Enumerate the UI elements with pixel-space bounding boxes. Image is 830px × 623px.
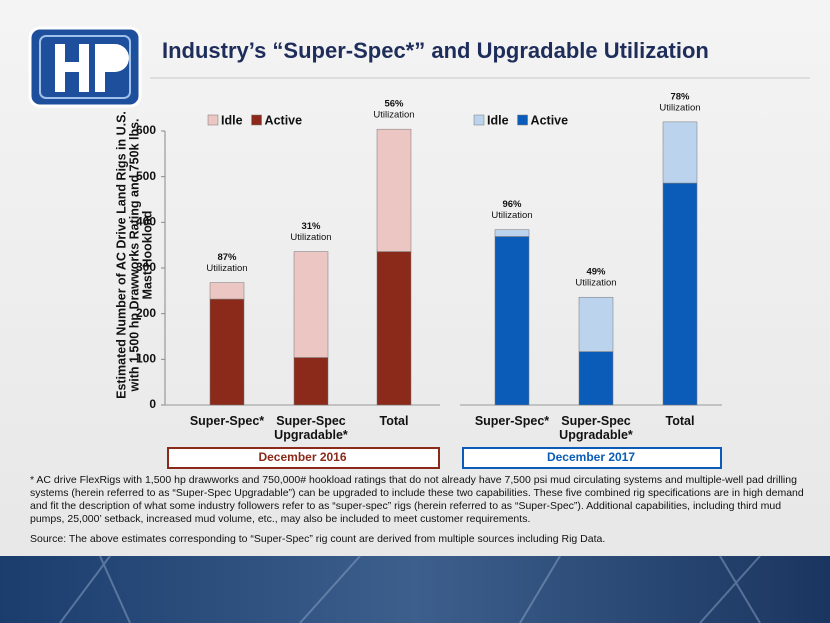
utilization-label: 31% <box>301 221 321 232</box>
utilization-label: 78% <box>670 91 690 102</box>
utilization-label: 87% <box>217 252 237 263</box>
x-tick-label: Super-Spec Upgradable* <box>274 414 348 442</box>
y-tick-label: 600 <box>136 123 156 137</box>
logo-frame <box>39 35 131 99</box>
utilization-caption: Utilization <box>206 263 247 274</box>
y-tick-label: 100 <box>136 352 156 366</box>
bar-segment <box>662 121 698 184</box>
bar-segment <box>293 357 329 406</box>
source-note: Source: The above estimates correspondin… <box>30 533 606 545</box>
utilization-caption: Utilization <box>491 210 532 221</box>
bar-segment <box>578 351 614 406</box>
bar-segment <box>209 298 245 406</box>
utilization-caption: Utilization <box>290 232 331 243</box>
x-tick-label: Total <box>665 414 695 428</box>
legend-label: Active <box>531 113 569 127</box>
photo-strip-detail <box>59 555 761 623</box>
period-box <box>462 447 722 469</box>
period-box <box>167 447 440 469</box>
y-tick-label: 0 <box>149 397 156 411</box>
slide-title: Industry’s “Super-Spec*” and Upgradable … <box>162 38 709 63</box>
legend-label: Idle <box>487 113 509 127</box>
photo-strip <box>0 556 830 623</box>
y-axis-label: Estimated Number of AC Drive Land Rigs i… <box>114 111 155 399</box>
y-tick-label: 200 <box>136 306 156 320</box>
logo-mark <box>55 44 129 92</box>
bar-segment <box>376 128 412 252</box>
bar-segment <box>494 236 530 406</box>
legend-swatch <box>207 114 219 126</box>
legend-swatch <box>473 114 485 126</box>
y-tick-label: 500 <box>136 169 156 183</box>
bar-segment <box>494 229 530 237</box>
bar-segment <box>578 296 614 352</box>
utilization-caption: Utilization <box>659 102 700 113</box>
utilization-label: 49% <box>586 267 606 278</box>
bar-segment <box>209 282 245 300</box>
x-tick-label: Super-Spec Upgradable* <box>559 414 633 442</box>
legend-swatch <box>517 114 528 126</box>
period-label: December 2017 <box>547 450 635 464</box>
y-tick-label: 300 <box>136 260 156 274</box>
bar-segment <box>293 251 329 358</box>
legend-label: Idle <box>221 113 243 127</box>
period-label: December 2016 <box>258 450 346 464</box>
bar-segment <box>662 182 698 406</box>
utilization-label: 96% <box>502 199 522 210</box>
y-tick-label: 400 <box>136 215 156 229</box>
x-tick-label: Super-Spec* <box>474 414 550 428</box>
footnote: * AC drive FlexRigs with 1,500 hp drawwo… <box>30 474 804 525</box>
utilization-label: 56% <box>384 99 404 110</box>
utilization-caption: Utilization <box>373 110 414 121</box>
bar-segment <box>376 251 412 406</box>
x-tick-label: Total <box>379 414 409 428</box>
utilization-caption: Utilization <box>575 278 616 289</box>
x-tick-label: Super-Spec* <box>189 414 265 428</box>
legend-swatch <box>251 114 262 126</box>
legend-label: Active <box>265 113 303 127</box>
